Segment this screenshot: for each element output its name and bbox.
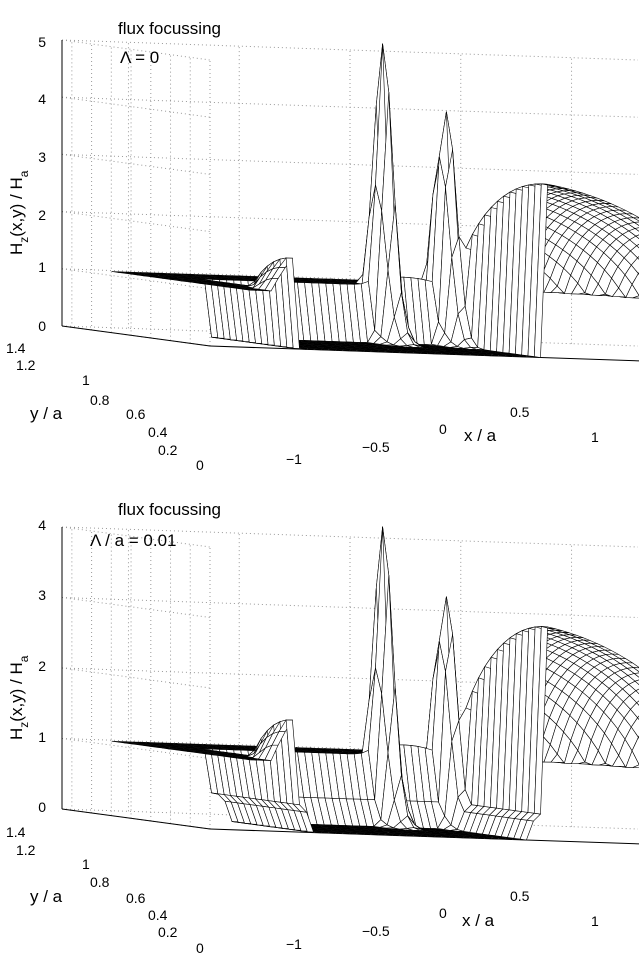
surface-patch: [628, 680, 639, 692]
z-tick-label: 3: [38, 149, 46, 165]
y-axis-line: [61, 808, 211, 830]
z-tick-label: 2: [38, 207, 46, 223]
grid-line: [61, 268, 211, 290]
x-tick-label: 0: [439, 905, 447, 921]
y-tick-label: 1: [82, 856, 90, 872]
grid-line: [61, 597, 211, 618]
surface-patch: [626, 667, 639, 674]
surface-patch: [629, 690, 639, 704]
surface-patch: [636, 243, 639, 249]
surface-patch: [633, 217, 639, 222]
z-tick-label: 0: [38, 318, 46, 334]
panel-1-ylabel: y / a: [30, 404, 63, 423]
surface-patch: [632, 667, 639, 673]
grid-line: [61, 153, 639, 175]
panel-2-z-ticks: 4 3 2 1 0: [38, 517, 46, 815]
surface-patch: [635, 234, 639, 239]
x-tick-label: −0.5: [362, 439, 390, 455]
surface-patch: [636, 700, 639, 706]
surface-patch: [629, 235, 639, 247]
y-tick-label: 1.4: [6, 824, 26, 840]
grid-line: [61, 526, 211, 548]
surface-patch: [630, 245, 639, 259]
panel-2-surface: [111, 526, 639, 841]
panel-2-y-ticks: 1.4 1.2 1 0.8 0.6 0.4 0.2 0: [6, 824, 204, 956]
surface-patch: [631, 736, 639, 765]
grid-line: [61, 526, 639, 548]
x-tick-label: 0.5: [510, 888, 530, 904]
grid-line: [61, 39, 639, 61]
y-tick-label: 0.6: [126, 406, 146, 422]
y-tick-label: 1.4: [6, 340, 26, 356]
z-tick-label: 0: [38, 799, 46, 815]
grid-line: [61, 39, 211, 61]
panel-1-title: flux focussing: [118, 19, 221, 38]
x-tick-label: 0: [439, 421, 447, 437]
panel-2-x-ticks: −1 −0.5 0 0.5 1: [286, 888, 599, 952]
z-tick-label: 1: [38, 729, 46, 745]
surface-patch: [634, 227, 639, 232]
y-tick-label: 0.4: [148, 907, 168, 923]
surface-patch: [630, 702, 639, 719]
z-tick-label: 5: [38, 34, 46, 50]
panel-1-xlabel: x / a: [464, 426, 497, 445]
x-tick-label: 1: [591, 429, 599, 445]
surface-patch: [626, 213, 639, 219]
y-tick-label: 0: [196, 940, 204, 956]
surface-patch: [630, 257, 639, 274]
surface-patch: [628, 228, 639, 237]
y-tick-label: 0.8: [90, 392, 110, 408]
panel-2-zlabel: Hz(x,y) / Ha: [7, 655, 31, 740]
x-tick-label: −1: [286, 936, 302, 952]
panel-2: flux focussing Λ / a = 0.01 Hz(x,y) / Ha…: [6, 500, 639, 956]
grid-line: [61, 153, 211, 175]
y-tick-label: 0: [196, 457, 204, 473]
surface-patch: [634, 679, 639, 686]
x-tick-label: −0.5: [362, 923, 390, 939]
z-tick-label: 2: [38, 658, 46, 674]
grid-line: [61, 96, 211, 118]
surface-patch: [635, 688, 639, 695]
surface-patch: [632, 764, 639, 769]
panel-1-surface: [111, 43, 639, 358]
x-tick-label: 1: [591, 913, 599, 929]
panel-1-subtitle: Λ = 0: [120, 48, 159, 67]
grid-line: [61, 667, 211, 689]
panel-2-ylabel: y / a: [30, 887, 63, 906]
z-tick-label: 4: [38, 517, 46, 533]
z-tick-label: 3: [38, 587, 46, 603]
x-tick-label: 0.5: [510, 404, 530, 420]
panel-2-subtitle: Λ / a = 0.01: [90, 531, 177, 550]
panel-1: flux focussing Λ = 0 Hz(x,y) / Ha y / a …: [6, 19, 639, 473]
y-tick-label: 1: [82, 372, 90, 388]
panel-2-xlabel: x / a: [462, 911, 495, 930]
z-tick-label: 1: [38, 259, 46, 275]
y-tick-label: 0.6: [126, 890, 146, 906]
surface-patch: [631, 272, 639, 296]
panel-2-title: flux focussing: [118, 500, 221, 519]
surface-patch: [625, 283, 639, 299]
grid-line: [61, 211, 211, 233]
surface-patch: [626, 217, 639, 223]
panel-1-y-ticks: 1.4 1.2 1 0.8 0.6 0.4 0.2 0: [6, 340, 204, 473]
surface-patch: [632, 295, 639, 299]
y-tick-label: 0.4: [148, 424, 168, 440]
surface-patch: [625, 750, 639, 768]
grid-line: [61, 597, 639, 618]
y-tick-label: 0.2: [158, 442, 178, 458]
y-tick-label: 1.2: [16, 357, 36, 373]
z-tick-label: 4: [38, 91, 46, 107]
panel-1-x-ticks: −1 −0.5 0 0.5 1: [286, 404, 599, 467]
y-tick-label: 0.2: [158, 924, 178, 940]
panel-1-z-ticks: 5 4 3 2 1 0: [38, 34, 46, 334]
surface-patch: [630, 717, 639, 738]
y-axis-line: [61, 325, 211, 347]
x-tick-label: −1: [286, 451, 302, 467]
panel-1-zlabel: Hz(x,y) / Ha: [7, 170, 31, 255]
grid-line: [61, 738, 211, 759]
surface-patch: [625, 662, 639, 669]
y-tick-label: 1.2: [16, 842, 36, 858]
y-tick-label: 0.8: [90, 874, 110, 890]
